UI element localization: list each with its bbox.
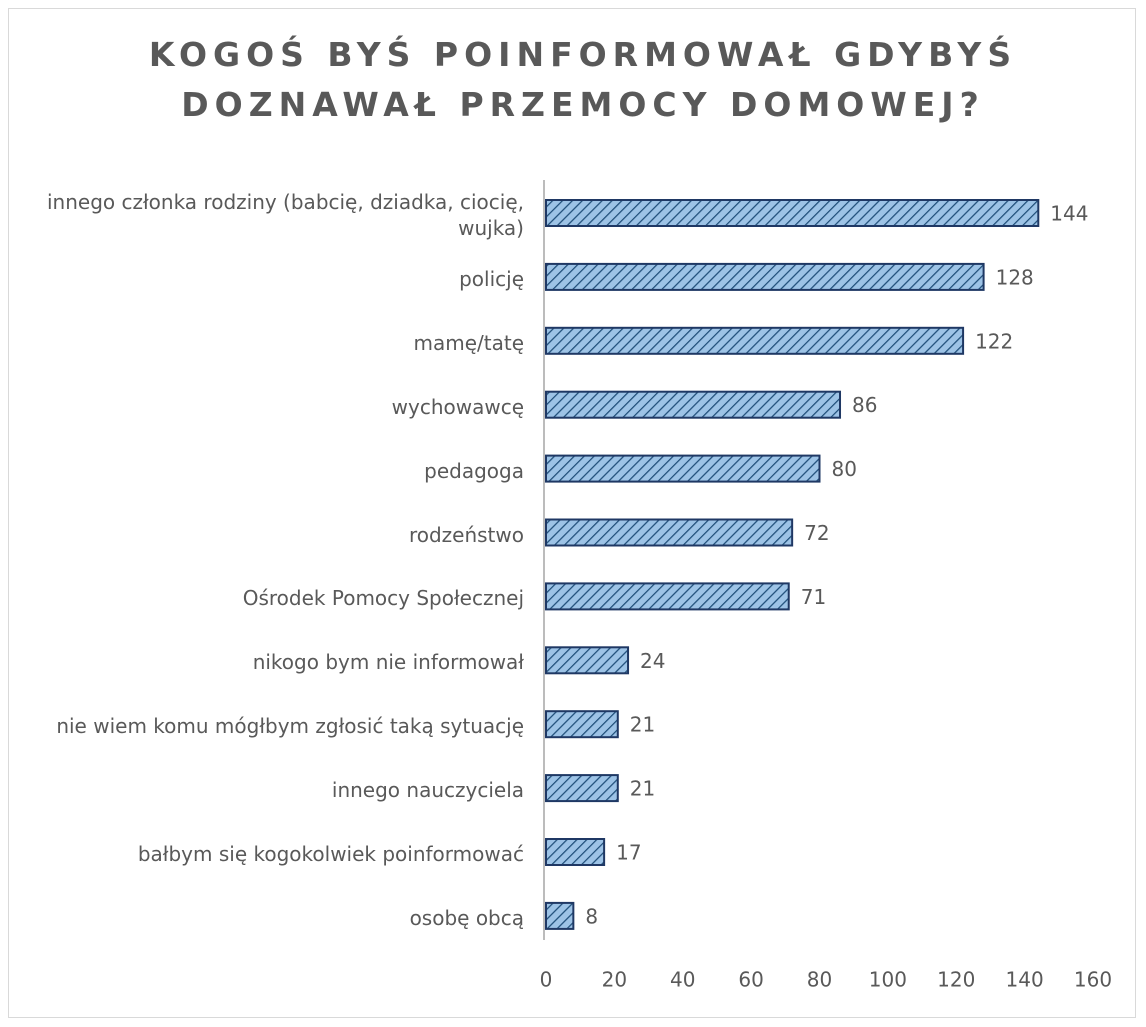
bar: [545, 326, 965, 355]
category-label: innego członka rodziny (babcię, dziadka,…: [46, 190, 524, 240]
bar: [545, 454, 821, 483]
x-tick-label: 80: [807, 968, 832, 992]
data-label: 144: [1050, 202, 1088, 226]
category-label: osobę obcą: [409, 905, 524, 930]
category-label: mamę/tatę: [413, 330, 524, 355]
data-label: 21: [630, 713, 655, 737]
bar: [545, 390, 842, 419]
data-label: 17: [616, 841, 641, 865]
category-label: wychowawcę: [391, 394, 524, 419]
bar: [545, 199, 1040, 227]
data-label: 128: [996, 265, 1034, 289]
x-tick-label: 160: [1074, 968, 1112, 992]
bar: [545, 646, 630, 675]
bar: [545, 518, 794, 547]
category-label: innego nauczyciela: [331, 778, 524, 803]
x-tick-label: 0: [540, 968, 553, 992]
x-tick-label: 120: [937, 968, 975, 992]
bar: [545, 901, 575, 930]
data-label: 72: [804, 521, 829, 545]
data-label: 21: [630, 777, 655, 801]
category-label: nie wiem komu mógłbym zgłosić taką sytua…: [56, 714, 524, 739]
data-label: 24: [640, 649, 665, 673]
data-label: 71: [801, 585, 826, 609]
category-label: bałbym się kogokolwiek poinformować: [137, 842, 524, 866]
chart-title: KOGOŚ BYŚ POINFORMOWAŁ GDYBYŚ DOZNAWAŁ P…: [148, 35, 1018, 124]
data-label: 80: [832, 457, 857, 481]
data-label: 86: [852, 393, 877, 417]
bar: [545, 262, 985, 291]
category-label: Ośrodek Pomocy Społecznej: [242, 586, 524, 611]
bar: [545, 774, 619, 803]
x-tick-label: 40: [670, 968, 695, 992]
bar: [545, 710, 619, 739]
category-label: policję: [459, 266, 524, 291]
x-tick-label: 60: [738, 968, 763, 992]
x-tick-label: 20: [602, 968, 627, 992]
data-label: 8: [585, 904, 598, 928]
chart-frame: [8, 8, 1136, 1018]
x-tick-label: 140: [1006, 968, 1044, 992]
category-label: rodzeństwo: [408, 522, 524, 547]
category-label: nikogo bym nie informował: [252, 650, 524, 675]
data-label: 122: [975, 329, 1013, 353]
bar: [545, 838, 606, 866]
bar: [545, 582, 790, 611]
category-label: pedagoga: [424, 458, 524, 483]
x-tick-label: 100: [869, 968, 907, 992]
